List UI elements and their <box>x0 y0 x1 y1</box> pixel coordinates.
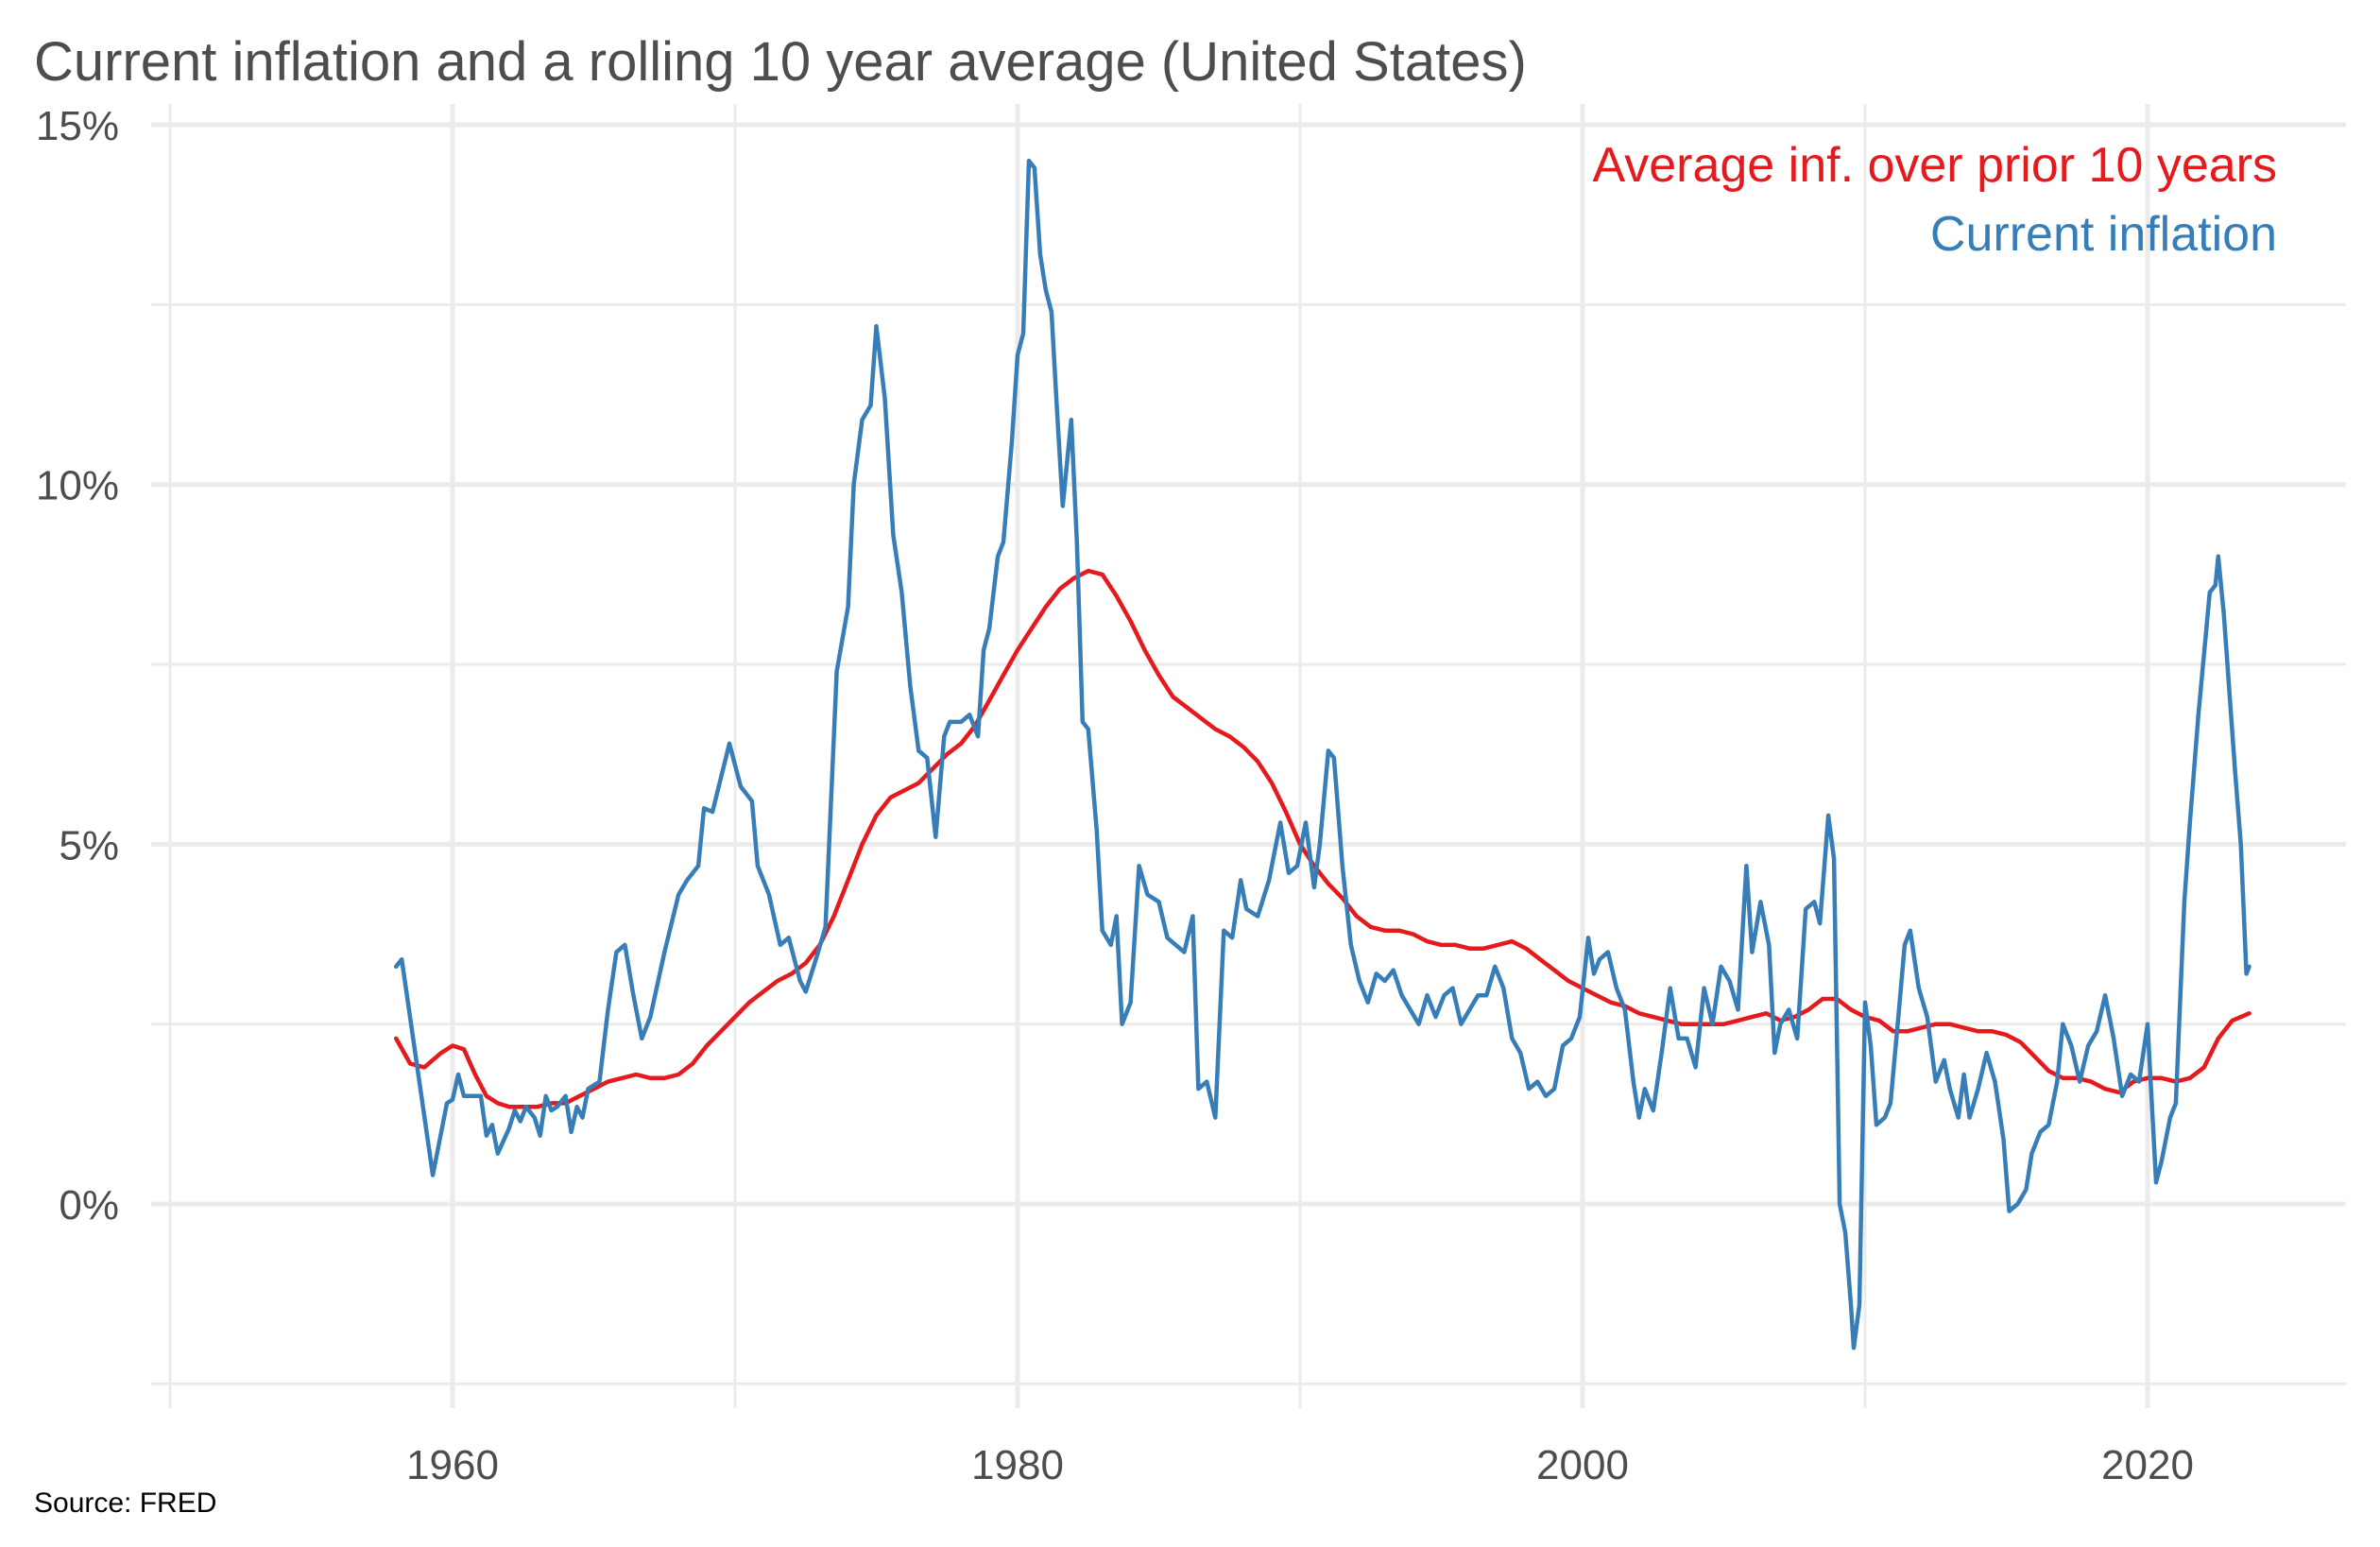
x-tick-label: 1980 <box>971 1442 1064 1488</box>
y-tick-label: 15% <box>36 103 119 149</box>
chart-title: Current inflation and a rolling 10 year … <box>34 31 1527 93</box>
legend-entry-current: Current inflation <box>1930 207 2277 262</box>
series-line-average-inflation <box>393 568 2252 1109</box>
source-caption: Source: FRED <box>34 1487 216 1519</box>
series-lines <box>393 158 2252 1350</box>
y-tick-label: 0% <box>59 1182 119 1229</box>
x-tick-label: 1960 <box>406 1442 499 1488</box>
y-tick-label: 10% <box>36 463 119 509</box>
series-line-current-inflation <box>393 158 2252 1350</box>
legend: Average inf. over prior 10 years Current… <box>1592 138 2277 262</box>
gridlines <box>151 104 2346 1408</box>
x-axis-ticks: 1960 1980 2000 2020 <box>406 1442 2194 1488</box>
x-tick-label: 2020 <box>2101 1442 2194 1488</box>
legend-entry-average: Average inf. over prior 10 years <box>1592 138 2277 193</box>
x-tick-label: 2000 <box>1536 1442 1629 1488</box>
y-tick-label: 5% <box>59 822 119 868</box>
y-axis-ticks: 0% 5% 10% 15% <box>36 103 119 1229</box>
